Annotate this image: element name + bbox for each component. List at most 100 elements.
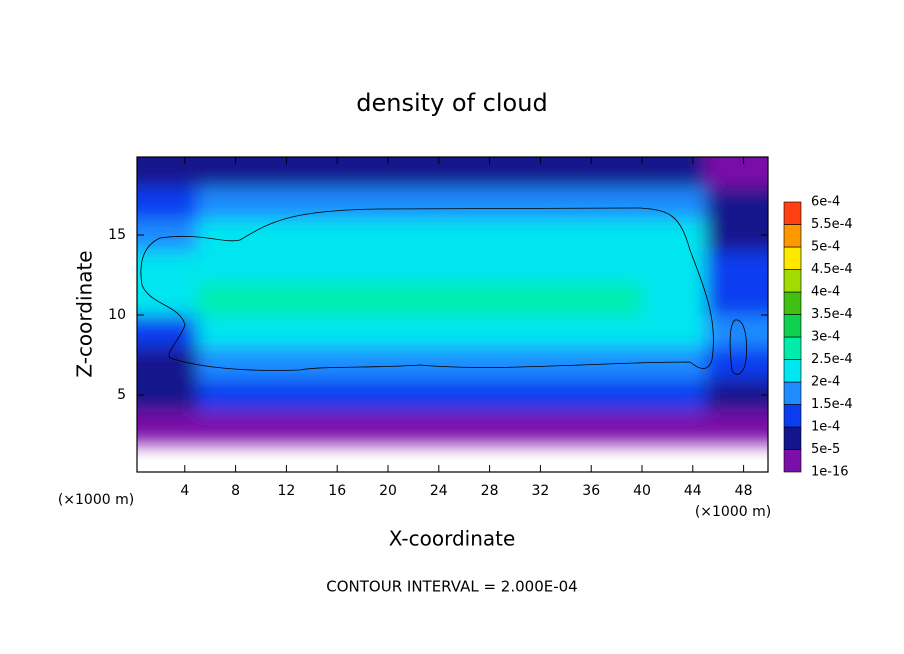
field-cell bbox=[137, 157, 198, 188]
field-cell bbox=[515, 283, 579, 316]
colorbar-label: 4e-4 bbox=[811, 285, 840, 300]
field-cell bbox=[705, 379, 768, 412]
x-tick-label: 32 bbox=[531, 483, 549, 499]
field-cell bbox=[578, 157, 643, 188]
field-cell bbox=[642, 157, 706, 188]
field-cell bbox=[642, 315, 706, 348]
field-cell bbox=[388, 315, 452, 348]
field-cell bbox=[578, 283, 643, 316]
colorbar-label: 4.5e-4 bbox=[811, 262, 853, 277]
colorbar-swatch bbox=[783, 426, 802, 450]
field-cell bbox=[261, 379, 325, 412]
field-cell bbox=[578, 251, 643, 284]
colorbar-label: 5e-5 bbox=[811, 442, 840, 457]
field-cell bbox=[324, 157, 389, 188]
colorbar-label: 1e-16 bbox=[811, 465, 849, 480]
colorbar-swatch bbox=[783, 269, 802, 293]
x-tick-label: 24 bbox=[430, 483, 448, 499]
field-cell bbox=[324, 315, 389, 348]
colorbar-label: 6e-4 bbox=[811, 195, 840, 210]
field-cell bbox=[578, 315, 643, 348]
footer-note: CONTOUR INTERVAL = 2.000E-04 bbox=[326, 578, 577, 596]
field-cell bbox=[197, 347, 262, 380]
field-cells bbox=[137, 157, 768, 444]
field-cell bbox=[324, 251, 389, 284]
field-cell bbox=[705, 251, 768, 284]
x-unit-label: (×1000 m) bbox=[695, 504, 771, 520]
colorbar-swatch bbox=[783, 224, 802, 248]
x-tick-label: 16 bbox=[328, 483, 346, 499]
field-cell bbox=[642, 347, 706, 380]
x-tick-label: 20 bbox=[379, 483, 397, 499]
field-cell bbox=[515, 315, 579, 348]
field-cell bbox=[451, 251, 516, 284]
chart-title: density of cloud bbox=[356, 89, 547, 117]
field-cell bbox=[137, 187, 198, 220]
field-cell bbox=[578, 379, 643, 412]
y-tick-label: 5 bbox=[117, 387, 126, 403]
field-cell bbox=[451, 315, 516, 348]
field-cell bbox=[388, 283, 452, 316]
field-cell bbox=[451, 157, 516, 188]
field-cell bbox=[705, 411, 768, 444]
field-cell bbox=[515, 157, 579, 188]
field-cell bbox=[451, 283, 516, 316]
field-cell bbox=[515, 379, 579, 412]
field-cell bbox=[705, 283, 768, 316]
field-cell bbox=[324, 379, 389, 412]
x-tick-label: 28 bbox=[481, 483, 499, 499]
field-cell bbox=[642, 219, 706, 252]
field-cell bbox=[705, 347, 768, 380]
field-cell bbox=[197, 379, 262, 412]
field-cell bbox=[388, 347, 452, 380]
field-cell bbox=[705, 219, 768, 252]
field-cell bbox=[324, 411, 389, 444]
colorbar-label: 2e-4 bbox=[811, 375, 840, 390]
colorbar-swatch bbox=[783, 336, 802, 360]
field-cell bbox=[261, 251, 325, 284]
field-cell bbox=[451, 411, 516, 444]
field-cell bbox=[642, 187, 706, 220]
colorbar-label: 1.5e-4 bbox=[811, 397, 853, 412]
field-cell bbox=[324, 283, 389, 316]
field-cell bbox=[324, 219, 389, 252]
y-tick-label: 10 bbox=[108, 307, 126, 323]
field-cell bbox=[197, 219, 262, 252]
field-cell bbox=[451, 187, 516, 220]
field-cell bbox=[451, 347, 516, 380]
field-cell bbox=[137, 379, 198, 412]
colorbar-label: 5e-4 bbox=[811, 240, 840, 255]
field-cell bbox=[261, 283, 325, 316]
field-cell bbox=[578, 219, 643, 252]
field-cell bbox=[388, 411, 452, 444]
field-cell bbox=[642, 251, 706, 284]
field-cell bbox=[197, 187, 262, 220]
field-cell bbox=[137, 411, 198, 444]
field-cell bbox=[642, 283, 706, 316]
field-cell bbox=[451, 219, 516, 252]
field-cell bbox=[578, 411, 643, 444]
field-cell bbox=[197, 157, 262, 188]
colorbar-swatch bbox=[783, 201, 802, 225]
field-cell bbox=[261, 187, 325, 220]
colorbar-label: 1e-4 bbox=[811, 420, 840, 435]
y-axis-label: Z-coordinate bbox=[73, 250, 97, 377]
field-cell bbox=[197, 251, 262, 284]
x-axis-label: X-coordinate bbox=[389, 527, 516, 551]
field-cell bbox=[324, 347, 389, 380]
colorbar-label: 3.5e-4 bbox=[811, 307, 853, 322]
field-cell bbox=[261, 315, 325, 348]
colorbar-label: 3e-4 bbox=[811, 330, 840, 345]
y-tick-label: 15 bbox=[108, 227, 126, 243]
x-tick-label: 36 bbox=[582, 483, 600, 499]
contour-field bbox=[137, 157, 768, 444]
field-cell bbox=[137, 283, 198, 316]
field-cell bbox=[261, 411, 325, 444]
field-cell bbox=[642, 411, 706, 444]
field-cell bbox=[197, 283, 262, 316]
field-cell bbox=[137, 347, 198, 380]
x-tick-label: 12 bbox=[277, 483, 295, 499]
x-tick-label: 48 bbox=[735, 483, 753, 499]
colorbar-swatch bbox=[783, 246, 802, 270]
